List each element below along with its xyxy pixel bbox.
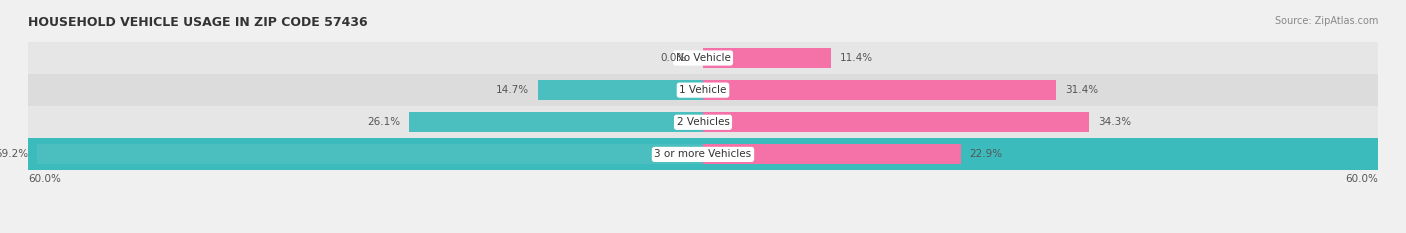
- Bar: [703, 144, 960, 164]
- Bar: [28, 74, 1378, 106]
- Text: 60.0%: 60.0%: [28, 175, 60, 185]
- Text: 22.9%: 22.9%: [970, 149, 1002, 159]
- Text: 0.0%: 0.0%: [659, 53, 686, 63]
- Text: 31.4%: 31.4%: [1066, 85, 1098, 95]
- Text: 2 Vehicles: 2 Vehicles: [676, 117, 730, 127]
- Text: No Vehicle: No Vehicle: [675, 53, 731, 63]
- Text: 11.4%: 11.4%: [841, 53, 873, 63]
- Text: 34.3%: 34.3%: [1098, 117, 1130, 127]
- Bar: [703, 112, 1088, 132]
- Bar: [703, 48, 831, 68]
- Bar: [409, 112, 703, 132]
- Text: 1 Vehicle: 1 Vehicle: [679, 85, 727, 95]
- Text: 59.2%: 59.2%: [0, 149, 28, 159]
- Bar: [28, 106, 1378, 138]
- Text: 26.1%: 26.1%: [367, 117, 401, 127]
- Bar: [37, 144, 703, 164]
- Text: 60.0%: 60.0%: [1346, 175, 1378, 185]
- Bar: [537, 80, 703, 100]
- Bar: [703, 80, 1056, 100]
- Text: Source: ZipAtlas.com: Source: ZipAtlas.com: [1274, 16, 1378, 26]
- Text: HOUSEHOLD VEHICLE USAGE IN ZIP CODE 57436: HOUSEHOLD VEHICLE USAGE IN ZIP CODE 5743…: [28, 16, 368, 29]
- Text: 14.7%: 14.7%: [495, 85, 529, 95]
- Text: 3 or more Vehicles: 3 or more Vehicles: [654, 149, 752, 159]
- Bar: [28, 42, 1378, 74]
- Bar: [28, 138, 1378, 171]
